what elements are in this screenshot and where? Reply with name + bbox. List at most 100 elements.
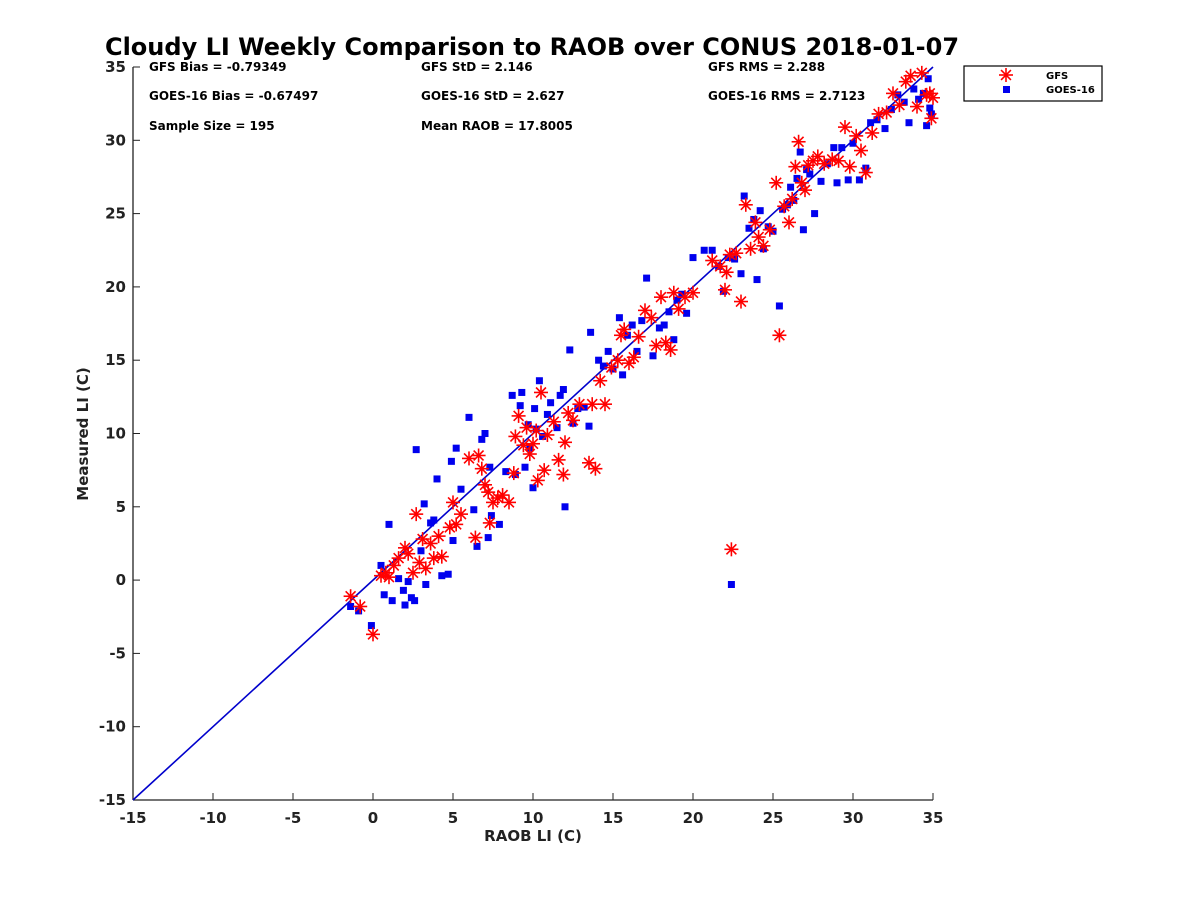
gfs-point [588,461,603,476]
gfs-point [666,285,681,300]
gfs-point [446,495,460,510]
asterisk-stroke [612,354,624,366]
plot-area: -15 -10 -5 0 5 10 15 20 25 30 35 -15 -10 -5 0 5 10 15 20 2… [99,58,944,827]
chart-title: Cloudy LI Weekly Comparison to RAOB over… [105,33,959,61]
goes-16-point [543,410,551,418]
goes-16-point [881,125,889,133]
asterisk-stroke [413,556,425,569]
asterisk-stroke [583,457,595,469]
goes-16-point [803,166,811,174]
asterisk-stroke [557,469,569,481]
asterisk-stroke [887,87,899,99]
goes-16-point [844,176,852,184]
asterisk-stroke [599,398,611,410]
stat-mean-raob: Mean RAOB = 17.8005 [421,119,573,133]
gfs-point [593,373,608,388]
asterisk-stroke [383,571,395,583]
legend-box [963,65,1103,102]
series-goes-16 [347,75,935,630]
asterisk-stroke [866,127,878,139]
asterisk-stroke [484,517,496,529]
goes-16-point [481,430,489,437]
goes-16-point [905,119,913,127]
asterisk-stroke [553,454,565,466]
gfs-point [865,125,880,140]
asterisk-stroke [833,155,845,167]
asterisk-stroke [508,467,520,479]
asterisk-stroke [573,398,585,410]
asterisk-stroke [469,532,481,544]
asterisk-stroke [818,158,830,170]
x-axis-ticks: -15 -10 -5 0 5 10 15 20 25 30 35 [119,793,943,827]
goes-16-point [457,485,465,493]
goes-16-point [574,405,582,413]
asterisk-stroke [497,489,509,501]
stat-gfs-std: GFS StD = 2.146 [421,60,533,74]
goes-16-point [524,421,532,429]
asterisk-stroke [532,474,544,486]
asterisk-stroke [433,530,445,542]
asterisk-stroke [388,559,400,571]
goes-16-point [529,484,537,492]
x-tick-label: 0 [368,809,378,827]
gfs-point [858,165,873,180]
asterisk-stroke [916,67,928,79]
goes-16-point [420,500,428,508]
goes-16-point [553,424,561,432]
asterisk-stroke [559,436,571,448]
goes-16-point [660,321,668,329]
goes-16-point [923,122,931,130]
asterisk-stroke [503,496,515,508]
asterisk-stroke [586,398,598,410]
gfs-point [540,427,555,442]
goes-16-point [787,183,795,191]
stat-sample-size: Sample Size = 195 [149,119,275,133]
goes-16-point [689,254,697,262]
goes-16-point [401,601,409,609]
asterisk-stroke [1000,69,1012,81]
x-tick-label: 30 [843,809,864,827]
asterisk-stroke [428,552,440,564]
goes-16-point [470,506,478,514]
asterisk-stroke [850,130,862,142]
legend-goes-16-label: GOES-16 [1046,85,1095,96]
goes-16-point [556,391,564,399]
goes-16-point [727,580,735,588]
asterisk-stroke [420,562,432,574]
gfs-point [738,197,753,212]
gfs-point [926,90,940,105]
asterisk-stroke [925,112,937,124]
gfs-point [842,159,857,174]
asterisk-stroke [844,161,856,173]
asterisk-stroke [562,407,574,419]
gfs-point [762,222,777,237]
gfs-point [631,329,646,344]
goes-16-point [465,413,473,421]
goes-16-point [740,192,748,200]
asterisk-stroke [527,438,539,450]
asterisk-stroke [740,199,752,211]
goes-16-point [673,296,681,304]
gfs-point [610,353,625,368]
legend-gfs-asterisk [999,68,1013,82]
asterisk-stroke [783,216,795,228]
gfs-point [502,495,516,510]
goes-16-point [833,179,841,187]
gfs-point [748,215,763,230]
gfs-point [854,143,868,158]
gfs-point [734,294,748,309]
asterisk-stroke [473,449,485,462]
gfs-point [769,175,784,190]
gfs-point [831,153,846,168]
goes-16-point [487,512,495,520]
gfs-point [454,507,468,522]
goes-16-point [347,602,355,610]
goes-16-point [502,468,510,476]
gfs-point [431,529,446,544]
y-tick-label: 5 [116,498,126,516]
goes-16-point [910,85,918,93]
legend-gfs-label: GFS [1046,71,1068,82]
asterisk-stroke [673,303,685,315]
statistics-block: GFS Bias = -0.79349 GFS StD = 2.146 GFS … [149,60,865,133]
